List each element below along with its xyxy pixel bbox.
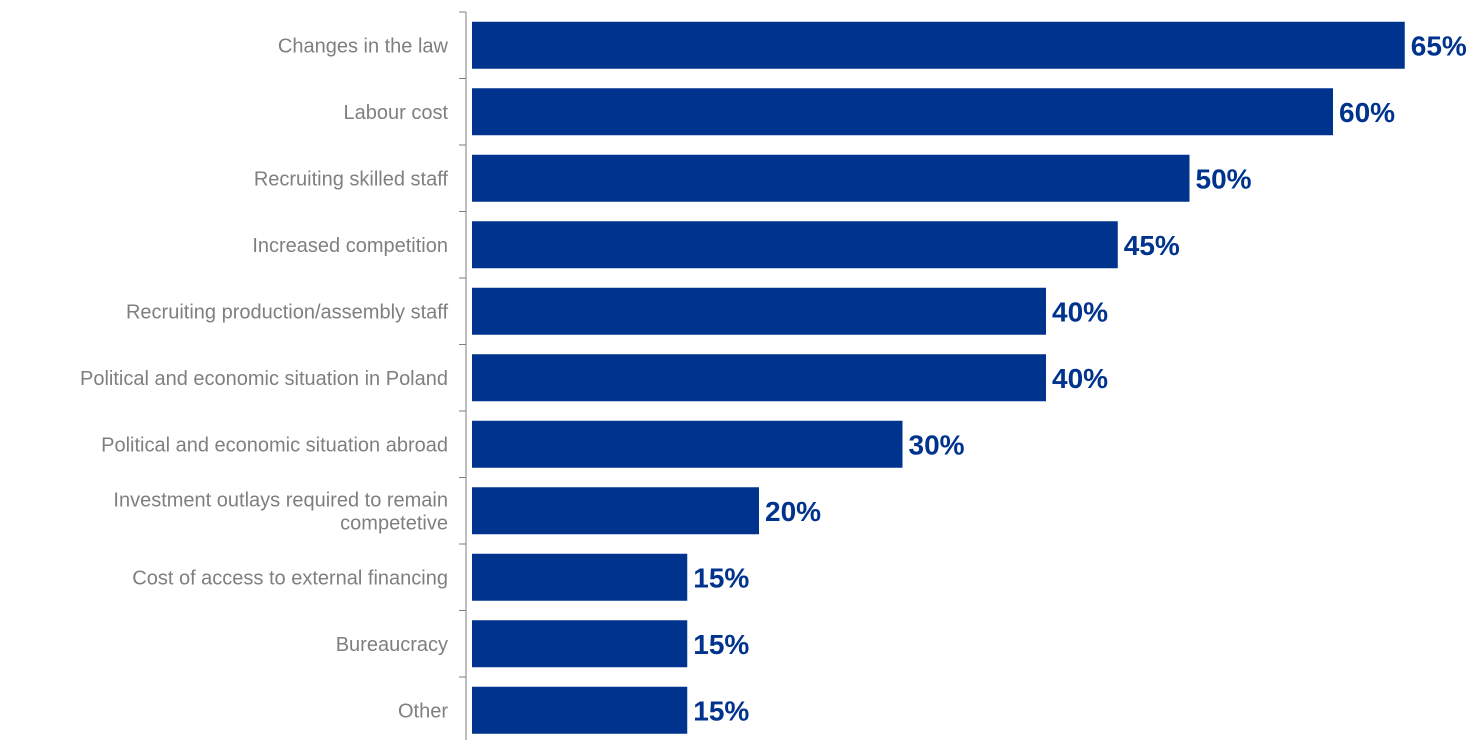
value-label: 45% [1124,230,1180,261]
value-label: 50% [1196,163,1252,194]
category-label: Bureaucracy [336,634,448,656]
category-label-line: Increased competition [252,235,448,257]
value-labels-group: 65% 60% 50% 45% 40% 40% 30% 20% 15% 15% 15% [693,30,1467,726]
category-label-line: competetive [340,512,448,534]
category-label-line: Labour cost [343,102,448,124]
bar [472,287,1046,335]
category-label: Other [398,700,448,722]
value-label: 15% [693,695,749,726]
value-label: 15% [693,562,749,593]
category-labels-group: Changes in the law Labour cost Recruiting … [80,35,449,722]
category-label-line: Political and economic situation abroad [101,434,448,456]
bar [472,21,1405,69]
category-label: Increased competition [252,235,448,257]
category-label: Recruiting skilled staff [254,168,449,190]
value-label: 30% [909,429,965,460]
category-label-line: Recruiting production/assembly staff [126,301,448,323]
category-label-line: Other [398,700,448,722]
bars-group [472,21,1405,734]
value-label: 40% [1052,363,1108,394]
bar [472,221,1118,269]
value-label: 40% [1052,296,1108,327]
category-label-line: Changes in the law [278,35,449,57]
category-label-line: Cost of access to external financing [132,567,448,589]
bar [472,88,1333,136]
category-label: Recruiting production/assembly staff [126,301,448,323]
category-label-line: Bureaucracy [336,634,448,656]
category-label-line: Recruiting skilled staff [254,168,449,190]
category-label: Cost of access to external financing [132,567,448,589]
value-label: 20% [765,496,821,527]
category-label-line: Investment outlays required to remain [113,489,448,511]
bar [472,553,688,601]
bar [472,620,688,668]
category-label-line: Political and economic situation in Pola… [80,368,448,390]
y-axis-ticks [459,11,466,678]
category-label: Investment outlays required to remain com… [113,489,448,534]
bar [472,420,903,468]
category-label: Labour cost [343,102,448,124]
category-label: Political and economic situation abroad [101,434,448,456]
bar [472,487,759,535]
bar [472,354,1046,402]
value-label: 15% [693,629,749,660]
value-label: 65% [1411,30,1467,61]
bar [472,686,688,734]
category-label: Changes in the law [278,35,449,57]
category-label: Political and economic situation in Pola… [80,368,448,390]
value-label: 60% [1339,97,1395,128]
bar [472,154,1190,202]
